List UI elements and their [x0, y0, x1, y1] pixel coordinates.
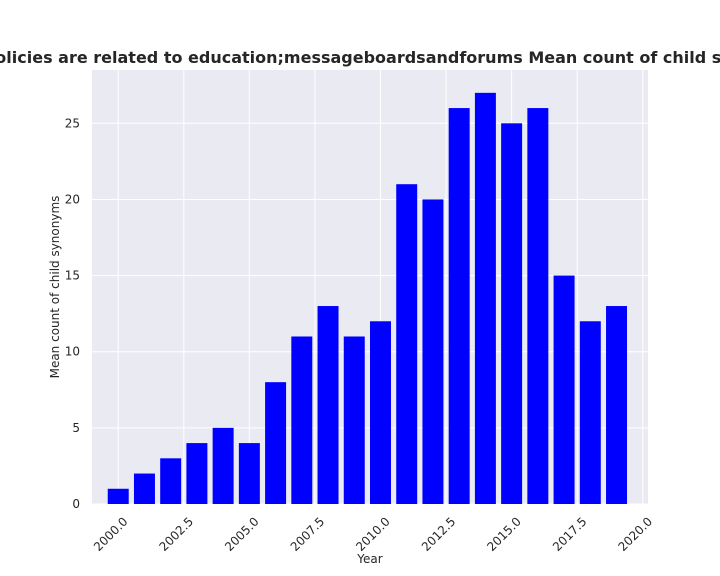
bar — [186, 443, 208, 504]
x-tick-label: 2020.0 — [615, 514, 655, 554]
bar — [291, 336, 313, 504]
chart-title: Sites that have privacy policies are rel… — [0, 48, 720, 67]
bar — [606, 306, 628, 504]
x-axis-label: Year — [356, 552, 382, 566]
x-tick-label: 2012.5 — [419, 514, 459, 554]
x-tick-label: 2010.0 — [353, 514, 393, 554]
bar — [317, 306, 339, 504]
x-tick-label: 2002.5 — [157, 514, 197, 554]
y-tick-label: 25 — [65, 116, 80, 130]
bar — [265, 382, 287, 504]
bar — [422, 199, 444, 504]
bar — [160, 458, 182, 504]
y-tick-label: 20 — [65, 192, 80, 206]
bar — [448, 108, 470, 504]
y-tick-label: 5 — [72, 421, 80, 435]
x-tick-labels: 2000.0 2002.5 2005.0 2007.5 2010.0 2012.5 2015… — [91, 514, 655, 554]
y-tick-label: 0 — [72, 497, 80, 511]
y-tick-labels: 0 5 10 15 20 25 — [65, 116, 80, 511]
x-tick-label: 2015.0 — [484, 514, 524, 554]
bar — [238, 443, 260, 504]
bar — [107, 488, 129, 504]
y-tick-label: 15 — [65, 269, 80, 283]
x-tick-label: 2005.0 — [222, 514, 262, 554]
bar — [553, 275, 575, 504]
y-axis-label: Mean count of child synonyms — [48, 196, 62, 379]
bar — [133, 473, 155, 504]
bar — [396, 184, 418, 505]
x-tick-label: 2007.5 — [288, 514, 328, 554]
x-tick-label: 2017.5 — [550, 514, 590, 554]
bar — [212, 427, 234, 504]
bar — [579, 321, 601, 504]
x-tick-label: 2000.0 — [91, 514, 131, 554]
bar — [527, 108, 549, 504]
bar — [474, 92, 496, 504]
bar — [501, 123, 523, 504]
bars — [107, 92, 628, 505]
y-tick-label: 10 — [65, 345, 80, 359]
bar — [370, 321, 391, 504]
bar — [343, 336, 365, 504]
